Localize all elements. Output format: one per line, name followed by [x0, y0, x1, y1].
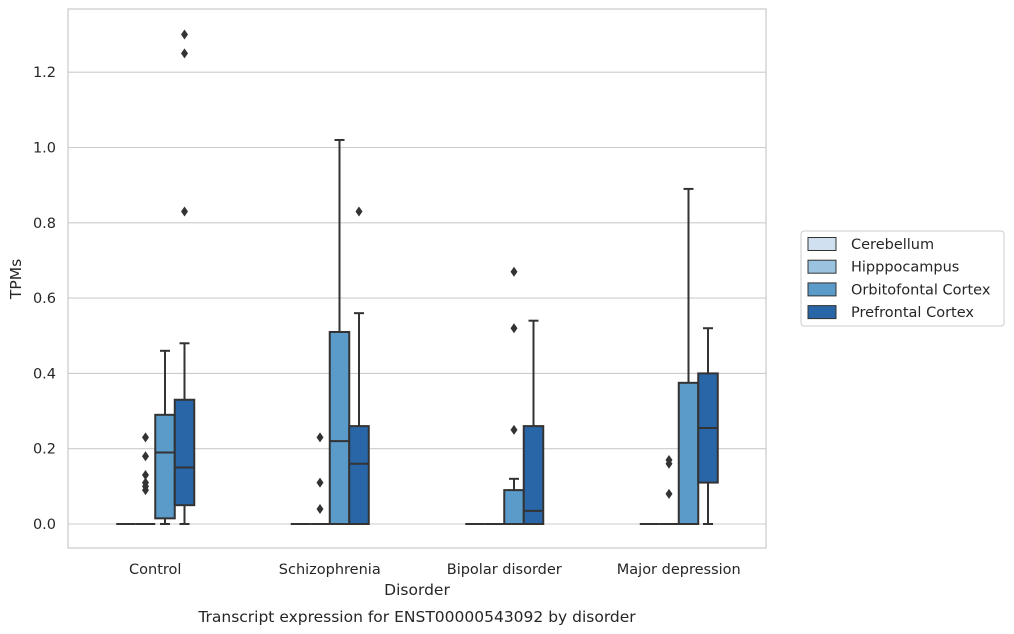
outlier-point	[665, 488, 673, 499]
chart-caption: Transcript expression for ENST0000054309…	[197, 608, 636, 626]
y-axis-title: TPMs	[7, 259, 25, 300]
y-tick-label: 0.8	[33, 216, 56, 232]
box-orbitofontal-cortex	[503, 266, 525, 525]
x-axis-title: Disorder	[384, 581, 450, 599]
y-tick-label: 0.2	[33, 442, 56, 458]
x-tick-label: Control	[129, 562, 181, 578]
box-body	[522, 425, 545, 525]
box-body	[173, 398, 196, 507]
plot-frame	[67, 8, 767, 549]
box-body	[328, 330, 351, 525]
outlier-point	[316, 503, 324, 514]
box-body	[154, 413, 176, 520]
box-plot-marks	[116, 29, 719, 525]
outlier-point	[181, 206, 188, 217]
outlier-point	[142, 451, 149, 462]
box-hipppocampus	[310, 432, 330, 525]
y-tick-label: 1.0	[33, 141, 56, 157]
legend-label: Orbitofontal Cortex	[851, 282, 991, 298]
outlier-point	[142, 432, 149, 443]
x-tick-label: Schizophrenia	[279, 562, 381, 578]
outlier-point	[355, 206, 363, 217]
outlier-point	[665, 454, 673, 465]
legend-label: Prefrontal Cortex	[851, 305, 974, 321]
box-hipppocampus	[659, 454, 679, 525]
y-tick-label: 0.6	[33, 291, 56, 307]
outlier-point	[181, 29, 188, 40]
box-prefrontal-cortex	[348, 206, 370, 525]
x-axis-ticks: Control Schizophrenia Bipolar disorder Majo…	[129, 562, 741, 578]
box-hipppocampus	[135, 432, 156, 525]
outlier-point	[510, 266, 518, 277]
box-orbitofontal-cortex	[154, 349, 176, 525]
outlier-point	[510, 424, 518, 435]
legend-frame	[800, 230, 1005, 327]
y-tick-label: 1.2	[33, 65, 56, 81]
legend-label: Hipppocampus	[851, 260, 959, 276]
y-tick-label: 0.0	[33, 517, 56, 533]
legend: Cerebellum Hipppocampus Orbitofontal Corte…	[800, 230, 1005, 327]
box-orbitofontal-cortex	[328, 138, 351, 525]
outlier-point	[316, 432, 324, 443]
y-axis-ticks: 0.0 0.2 0.4 0.6 0.8 1.0 1.2	[33, 65, 56, 533]
box-prefrontal-cortex	[697, 327, 719, 525]
box-body	[348, 425, 370, 525]
legend-swatch	[807, 259, 837, 274]
box-body	[503, 489, 525, 525]
legend-swatch	[807, 237, 837, 251]
outlier-point	[510, 323, 518, 334]
box-body	[677, 381, 700, 525]
outlier-point	[316, 477, 324, 488]
x-tick-label: Bipolar disorder	[447, 562, 562, 578]
x-tick-label: Major depression	[617, 562, 741, 578]
outlier-point	[142, 470, 149, 481]
box-prefrontal-cortex	[173, 29, 196, 525]
box-orbitofontal-cortex	[677, 187, 700, 525]
legend-swatch	[807, 305, 837, 320]
box-prefrontal-cortex	[522, 319, 545, 525]
legend-swatch	[807, 282, 837, 297]
legend-label: Cerebellum	[851, 237, 934, 253]
y-tick-label: 0.4	[33, 366, 56, 382]
outlier-point	[181, 48, 188, 59]
outlier-point	[142, 477, 149, 488]
